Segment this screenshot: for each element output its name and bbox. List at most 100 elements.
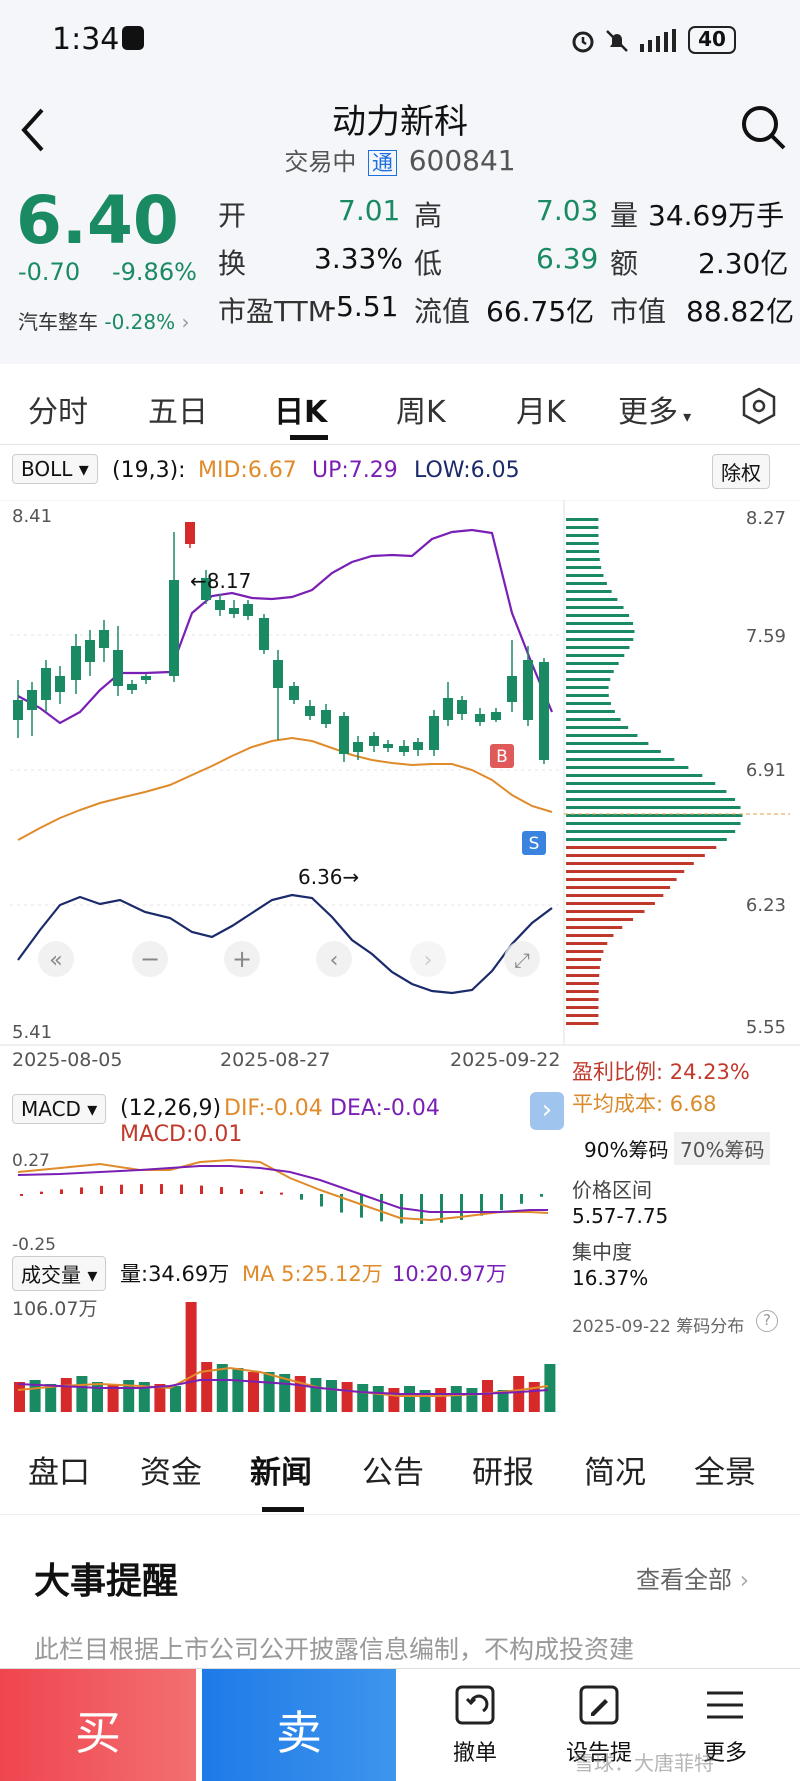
indicator-select-volume[interactable]: 成交量 ▾ bbox=[12, 1256, 107, 1291]
market-cap-value: 88.82亿 bbox=[686, 295, 795, 328]
stock-sub: 交易中 通 600841 bbox=[0, 142, 800, 177]
zoom-out-button[interactable] bbox=[132, 941, 168, 977]
kline-chart[interactable]: ←8.17 6.36→ B S 8.41 5.41 8.27 7.59 6.91… bbox=[0, 500, 800, 1070]
alarm-icon bbox=[572, 31, 594, 53]
indicator-select-boll[interactable]: BOLL ▾ bbox=[12, 454, 98, 484]
volume-ma10-line bbox=[17, 1379, 549, 1395]
buy-button[interactable]: 买 bbox=[0, 1669, 196, 1781]
fullscreen-button[interactable] bbox=[504, 941, 540, 977]
axis-right-3: 6.91 bbox=[746, 760, 786, 781]
open-value: 7.01 bbox=[338, 194, 401, 227]
high-annotation: ←8.17 bbox=[190, 569, 251, 593]
macd-dea-line bbox=[17, 1165, 548, 1213]
macd-bottom: -0.25 bbox=[12, 1235, 56, 1255]
volume-label: 量 bbox=[610, 199, 639, 232]
concentration-label: 集中度 bbox=[572, 1240, 632, 1264]
chevron-right-icon: › bbox=[181, 310, 190, 334]
low-label: 低 bbox=[414, 247, 443, 280]
more-button[interactable]: 更多 bbox=[670, 1683, 780, 1779]
tab-more-label: 更多 bbox=[618, 395, 678, 430]
sell-button[interactable]: 卖 bbox=[202, 1669, 396, 1781]
quote-panel: 6.40 -0.70 -9.86% 汽车整车 -0.28% › 开 7.01 高… bbox=[0, 178, 800, 364]
boll-params: (19,3): bbox=[112, 458, 186, 483]
volume-ma5: MA 5:25.12万 bbox=[242, 1262, 383, 1286]
news-tab-indicator bbox=[262, 1507, 304, 1512]
high-label: 高 bbox=[414, 199, 443, 232]
chip-tab-90[interactable]: 90%筹码 bbox=[580, 1132, 673, 1165]
back-icon[interactable] bbox=[18, 106, 48, 154]
tab-five-day[interactable]: 五日 bbox=[148, 395, 208, 430]
scroll-right-button[interactable] bbox=[410, 941, 446, 977]
volume-max: 106.07万 bbox=[12, 1298, 98, 1320]
trade-action-bar: 买 卖 撤单 设告提 更多 雪球：大唐菲特 bbox=[0, 1668, 800, 1781]
stock-name: 动力新科 bbox=[332, 102, 468, 142]
status-bar: 1:34 40 bbox=[0, 0, 800, 84]
scroll-left-button[interactable] bbox=[316, 941, 352, 977]
view-all-link[interactable]: 查看全部 › bbox=[636, 1560, 749, 1595]
tab-news[interactable]: 新闻 bbox=[250, 1455, 312, 1491]
expand-icon: ⤢ bbox=[514, 948, 530, 972]
stock-header: 动力新科 交易中 通 600841 bbox=[0, 84, 800, 364]
tab-announcements[interactable]: 公告 bbox=[362, 1455, 424, 1491]
tab-intraday[interactable]: 分时 bbox=[28, 395, 88, 430]
sell-marker[interactable] bbox=[522, 831, 546, 855]
battery-level: 40 bbox=[698, 27, 726, 51]
tiktok-icon bbox=[122, 26, 144, 50]
indicator-select-macd[interactable]: MACD ▾ bbox=[12, 1094, 107, 1124]
sector-link[interactable]: 汽车整车 -0.28% › bbox=[18, 306, 189, 335]
status-time: 1:34 bbox=[52, 22, 120, 57]
chart-period-tabs: 分时 五日 日K 周K 月K 更多 ▾ bbox=[0, 365, 800, 445]
profit-ratio: 盈利比例: 24.23% bbox=[572, 1060, 750, 1084]
adjust-button[interactable]: 除权 bbox=[712, 454, 770, 489]
scroll-left-fast-button[interactable] bbox=[38, 941, 74, 977]
tab-daily-k[interactable]: 日K bbox=[274, 395, 328, 430]
float-cap-value: 66.75亿 bbox=[486, 295, 595, 328]
events-section: 大事提醒 查看全部 › 此栏目根据上市公司公开披露信息编制，不构成投资建 bbox=[0, 1518, 800, 1668]
cancel-order-button[interactable]: 撤单 bbox=[420, 1683, 530, 1779]
edit-icon bbox=[579, 1685, 619, 1725]
turnover-value: 3.33% bbox=[314, 242, 403, 275]
price-change-pct: -9.86% bbox=[112, 258, 197, 286]
dropdown-icon: ▾ bbox=[678, 407, 692, 426]
tab-weekly-k[interactable]: 周K bbox=[396, 395, 446, 430]
tab-research[interactable]: 研报 bbox=[472, 1455, 534, 1491]
chip-tab-70[interactable]: 70%筹码 bbox=[674, 1132, 771, 1165]
signal-icon bbox=[640, 29, 676, 52]
tong-badge: 通 bbox=[368, 150, 398, 176]
trading-status: 交易中 bbox=[284, 148, 357, 176]
help-icon[interactable]: ? bbox=[756, 1310, 778, 1332]
battery-icon: 40 bbox=[688, 26, 736, 54]
boll-label: BOLL bbox=[21, 457, 73, 481]
tab-more[interactable]: 更多 ▾ bbox=[618, 387, 691, 431]
chart-controls: « − + ‹ › ⤢ bbox=[38, 941, 540, 977]
view-all-label: 查看全部 bbox=[636, 1566, 732, 1594]
boll-legend: BOLL ▾ (19,3): MID:6.67 UP:7.29 LOW:6.05… bbox=[0, 448, 800, 496]
zoom-in-button[interactable] bbox=[224, 941, 260, 977]
settings-hexagon-icon[interactable] bbox=[740, 387, 778, 425]
macd-params: (12,26,9) bbox=[120, 1096, 222, 1121]
tab-monthly-k[interactable]: 月K bbox=[516, 395, 566, 430]
chevron-right-icon: › bbox=[424, 948, 433, 973]
boll-up: UP:7.29 bbox=[312, 458, 398, 483]
open-label: 开 bbox=[218, 199, 247, 232]
sector-change: -0.28% bbox=[104, 310, 176, 334]
volume-now: 量:34.69万 bbox=[120, 1262, 230, 1286]
buy-label: 买 bbox=[75, 1706, 121, 1760]
search-icon[interactable] bbox=[740, 104, 788, 152]
macd-expand-button[interactable]: › bbox=[530, 1092, 564, 1130]
minus-icon: − bbox=[140, 945, 160, 973]
chevron-right-icon: › bbox=[732, 1566, 750, 1594]
buy-marker-label: B bbox=[496, 747, 508, 767]
price-alert-button[interactable]: 设告提 bbox=[544, 1683, 654, 1779]
tab-overview[interactable]: 全景 bbox=[694, 1455, 756, 1491]
boll-mid: MID:6.67 bbox=[198, 458, 297, 483]
axis-right-1: 8.27 bbox=[746, 508, 786, 529]
plus-icon: + bbox=[232, 945, 252, 973]
date-end: 2025-09-22 bbox=[450, 1049, 560, 1070]
tab-profile[interactable]: 简况 bbox=[584, 1455, 646, 1491]
sector-name: 汽车整车 bbox=[18, 310, 98, 334]
volume-ma10: 10:20.97万 bbox=[392, 1262, 507, 1286]
buy-marker[interactable] bbox=[490, 744, 514, 768]
tab-funds[interactable]: 资金 bbox=[140, 1455, 202, 1491]
tab-order-book[interactable]: 盘口 bbox=[28, 1455, 90, 1491]
